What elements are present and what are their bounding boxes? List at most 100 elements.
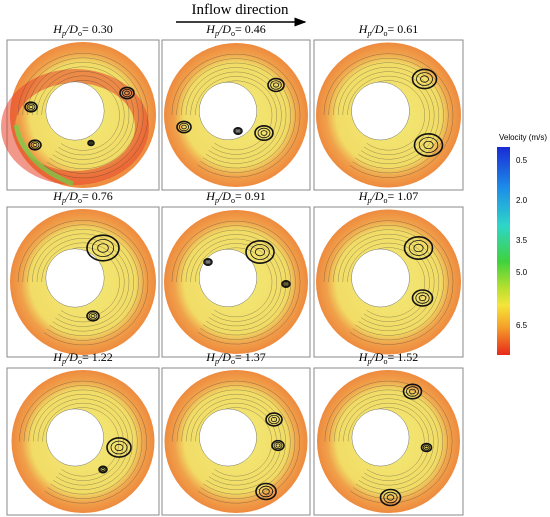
panel-value: 0.30 xyxy=(92,22,113,36)
hole xyxy=(199,408,257,467)
vortex xyxy=(110,440,128,455)
symbol-eq: = xyxy=(235,189,242,203)
vortex xyxy=(114,443,124,452)
vortex xyxy=(119,86,135,100)
vortex xyxy=(424,445,429,450)
vortex xyxy=(406,386,419,397)
symbol-d: /D xyxy=(65,22,78,36)
vortex xyxy=(255,482,277,501)
colorbar-tick-label: 3.5 xyxy=(516,236,528,245)
symbol-d: /D xyxy=(370,189,383,203)
vortex xyxy=(267,77,285,93)
symbol-h: H xyxy=(205,350,216,364)
symbol-h: H xyxy=(358,189,369,203)
panel-label: Hp/Do= 1.22 xyxy=(52,350,112,366)
vortex xyxy=(418,294,427,302)
panel-label: Hp/Do= 1.37 xyxy=(205,350,265,366)
streamline xyxy=(176,385,296,499)
panel xyxy=(161,367,311,516)
vortex xyxy=(420,442,433,453)
hole xyxy=(351,408,410,467)
vortex xyxy=(254,247,266,257)
colorbar-tick-label: 5.0 xyxy=(516,268,528,277)
symbol-h: H xyxy=(52,22,63,36)
vortex xyxy=(176,120,192,134)
streamline xyxy=(186,394,286,490)
streamline xyxy=(333,389,444,495)
symbol-eq: = xyxy=(387,189,394,203)
vortex xyxy=(403,236,434,261)
vortex xyxy=(90,313,96,318)
vortex xyxy=(178,122,190,132)
panel xyxy=(6,206,160,358)
high-speed-zone xyxy=(1,69,149,185)
streamline xyxy=(195,402,277,481)
vortex xyxy=(181,124,187,130)
vortex xyxy=(30,141,40,149)
hole xyxy=(45,248,105,308)
symbol-d-sub: o xyxy=(78,196,82,205)
hole xyxy=(46,408,104,467)
vortex xyxy=(98,465,108,474)
symbol-h: H xyxy=(205,189,216,203)
vortex xyxy=(91,239,115,257)
vortex xyxy=(32,142,38,147)
symbol-h-sub: p xyxy=(61,29,66,38)
vortex xyxy=(101,468,105,471)
symbol-eq: = xyxy=(82,22,89,36)
hole xyxy=(351,81,410,141)
symbol-d-sub: o xyxy=(383,29,387,38)
panel-value: 1.07 xyxy=(397,189,418,203)
vortex xyxy=(262,488,270,495)
vortex xyxy=(409,388,416,395)
hole xyxy=(351,248,410,308)
vortex xyxy=(258,485,274,498)
symbol-d: /D xyxy=(370,22,383,36)
hole xyxy=(198,81,257,140)
vortex xyxy=(121,88,133,98)
vortex xyxy=(124,90,130,96)
vortex xyxy=(416,72,433,86)
vortex xyxy=(233,127,243,136)
symbol-eq: = xyxy=(235,350,242,364)
symbol-d-sub: o xyxy=(383,357,387,366)
vortex xyxy=(206,260,210,264)
symbol-eq: = xyxy=(82,189,89,203)
vortex xyxy=(386,494,395,501)
streamline xyxy=(181,62,291,169)
vortex xyxy=(281,279,291,288)
vortex xyxy=(265,412,283,427)
symbol-eq: = xyxy=(82,350,89,364)
vortex xyxy=(284,282,288,286)
streamline xyxy=(28,389,138,495)
panel-value: 0.61 xyxy=(397,22,418,36)
symbol-d-sub: o xyxy=(383,196,387,205)
symbol-d: /D xyxy=(218,350,231,364)
vortex xyxy=(87,139,95,147)
symbol-h-sub: p xyxy=(214,29,219,38)
symbol-eq: = xyxy=(235,22,242,36)
vortex xyxy=(250,244,270,260)
vortex xyxy=(408,240,429,256)
colorbar-tick-label: 2.0 xyxy=(516,196,528,205)
panel-label: Hp/Do= 1.07 xyxy=(358,189,418,205)
panel-label: Hp/Do= 0.61 xyxy=(358,22,418,38)
panel xyxy=(313,367,464,516)
panel xyxy=(161,206,311,358)
vortex xyxy=(272,82,280,88)
panel-value: 1.37 xyxy=(245,350,266,364)
vortex xyxy=(411,68,438,90)
symbol-d: /D xyxy=(65,350,78,364)
symbol-h: H xyxy=(205,22,216,36)
streamline xyxy=(33,394,133,490)
vortex xyxy=(415,292,430,304)
symbol-eq: = xyxy=(387,22,394,36)
vortex xyxy=(88,312,98,320)
vortex xyxy=(271,439,285,452)
vortex xyxy=(268,414,280,425)
symbol-h-sub: p xyxy=(214,357,219,366)
symbol-d: /D xyxy=(65,189,78,203)
vortex xyxy=(234,128,242,134)
panel-label: Hp/Do= 0.76 xyxy=(52,189,112,205)
